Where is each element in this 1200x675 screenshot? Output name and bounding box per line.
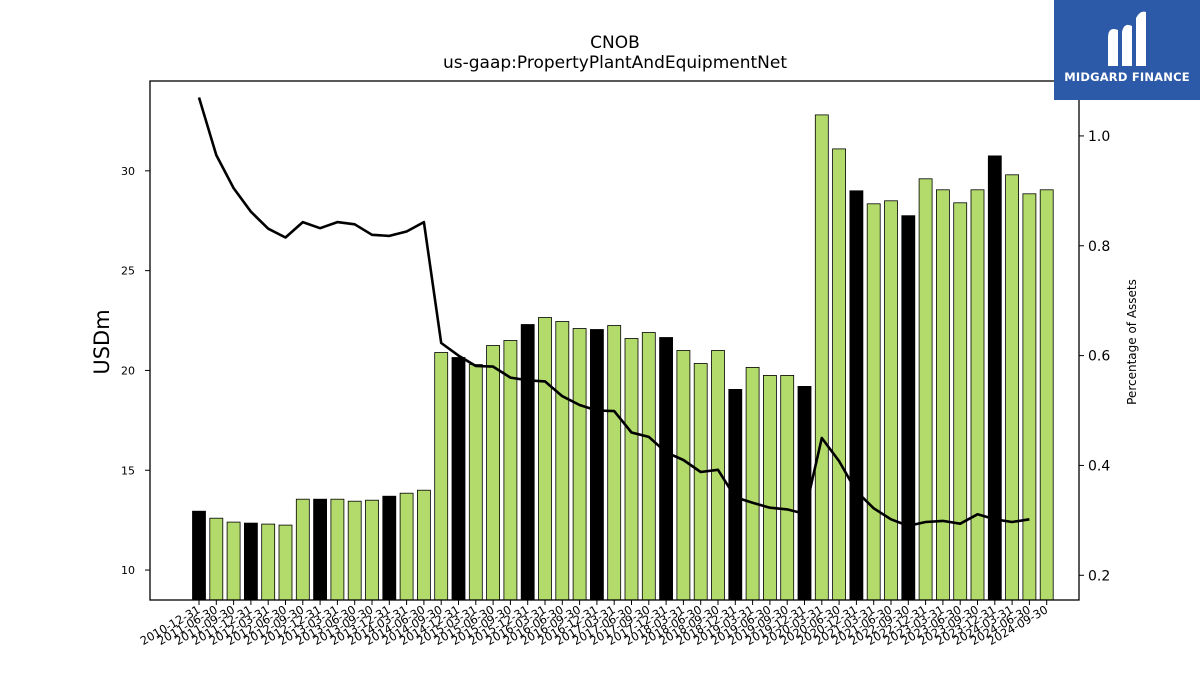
y2-axis-label: Percentage of Assets — [1125, 279, 1139, 405]
bar-2020-12-31 — [849, 190, 864, 601]
bar-2019-06-30 — [763, 374, 777, 601]
bar-2024-09-30 — [1039, 189, 1054, 601]
bar-2016-12-31 — [590, 329, 604, 601]
bar-2022-09-30 — [901, 215, 916, 601]
bar-2017-03-31 — [607, 325, 622, 601]
y2-tick-label: 0.2 — [1088, 568, 1110, 584]
bar-2024-03-31 — [1005, 174, 1019, 601]
bar-2014-03-31 — [399, 492, 414, 601]
bar-2013-06-30 — [347, 500, 362, 601]
bar-2023-09-30 — [970, 189, 985, 601]
bar-2012-03-31 — [261, 523, 276, 601]
bar-2021-03-31 — [866, 203, 881, 601]
bar-2017-09-30 — [641, 332, 656, 601]
bar-2016-03-31 — [538, 317, 552, 601]
x-axis-ticks: 2010-12-312011-06-302011-09-302011-12-31… — [138, 600, 1050, 648]
plot-frame — [149, 80, 1080, 601]
bar-2015-06-30 — [486, 345, 501, 601]
chart-title: CNOB — [590, 33, 640, 53]
y-tick-label: 10 — [121, 564, 135, 577]
left-axis-ticks: 10 15 20 25 30 — [121, 165, 150, 577]
percentage-of-assets-line — [197, 97, 1030, 528]
bar-2022-12-31 — [918, 178, 933, 601]
bar-2013-09-30 — [365, 499, 379, 601]
bar-2023-06-30 — [953, 202, 968, 601]
y2-tick-label: 0.4 — [1088, 458, 1110, 474]
bar-2021-06-30 — [884, 200, 898, 601]
y-tick-label: 30 — [121, 165, 135, 178]
bar-2011-12-31 — [243, 522, 258, 601]
bar-2011-06-30 — [209, 517, 224, 601]
bar-2018-03-31 — [676, 350, 691, 601]
bar-2015-03-31 — [468, 364, 483, 601]
bar-2016-06-30 — [555, 321, 570, 601]
logo-text: MIDGARD FINANCE — [1064, 70, 1190, 84]
y2-tick-label: 0.8 — [1088, 239, 1110, 255]
brand-logo: MIDGARD FINANCE — [1054, 0, 1200, 100]
y-tick-label: 15 — [121, 464, 135, 477]
bar-2011-09-30 — [226, 521, 241, 601]
bar-2020-06-30 — [832, 148, 846, 601]
bar-series — [192, 114, 1054, 601]
bar-2012-09-30 — [295, 498, 310, 601]
y-tick-label: 25 — [121, 265, 135, 278]
bar-2019-03-31 — [745, 366, 760, 601]
y2-tick-label: 0.6 — [1088, 349, 1110, 365]
bar-2017-12-31 — [659, 337, 673, 601]
bar-2019-09-30 — [780, 374, 795, 601]
bar-2015-12-31 — [520, 324, 535, 601]
bar-2023-03-31 — [936, 189, 950, 601]
bar-2014-12-31 — [451, 357, 466, 601]
bar-2017-06-30 — [624, 338, 639, 601]
bar-2014-06-30 — [416, 489, 431, 601]
bar-2013-03-31 — [330, 498, 345, 601]
right-axis-ticks: 0.2 0.4 0.6 0.8 1.0 — [1079, 129, 1110, 584]
bar-2018-12-31 — [728, 388, 743, 601]
bar-2012-12-31 — [313, 498, 328, 601]
y-axis-label: USDm — [90, 309, 114, 374]
bar-2018-06-30 — [693, 363, 708, 601]
line-series — [197, 97, 1030, 528]
bar-2013-12-31 — [382, 495, 397, 601]
bar-2020-03-31 — [814, 114, 829, 601]
bar-2016-09-30 — [572, 328, 587, 601]
chart-subtitle: us-gaap:PropertyPlantAndEquipmentNet — [443, 53, 787, 73]
bar-2023-12-31 — [987, 155, 1002, 601]
bar-2010-12-31 — [192, 510, 206, 601]
bar-2012-06-30 — [278, 524, 293, 601]
logo-mark-icon — [1108, 11, 1146, 67]
bar-2024-06-30 — [1022, 193, 1037, 601]
y-tick-label: 20 — [121, 364, 135, 377]
y2-tick-label: 1.0 — [1088, 129, 1110, 145]
bar-2014-09-30 — [434, 352, 449, 601]
